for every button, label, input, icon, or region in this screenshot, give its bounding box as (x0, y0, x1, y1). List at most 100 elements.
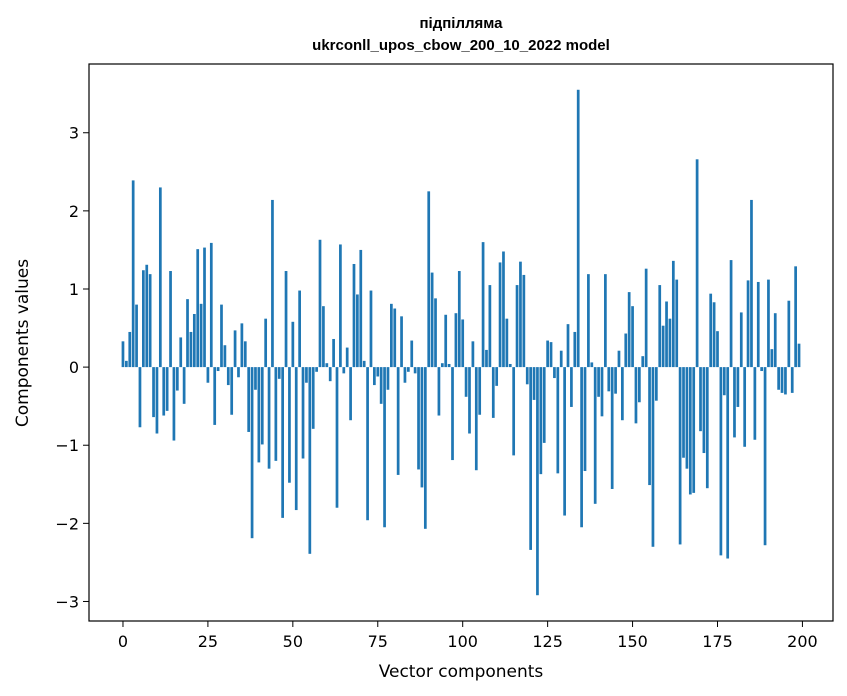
bar-27 (213, 367, 217, 425)
bar-63 (335, 367, 339, 508)
x-tick-label: 175 (702, 632, 733, 651)
bar-34 (237, 367, 240, 378)
bar-130 (563, 367, 566, 516)
x-tick-label: 25 (198, 632, 218, 651)
plot-frame (88, 63, 834, 622)
chart-title: підпілляма (419, 15, 503, 32)
bar-13 (165, 367, 169, 411)
bar-67 (349, 367, 352, 421)
bar-188 (760, 367, 764, 372)
bar-54 (305, 367, 308, 383)
bar-23 (199, 303, 203, 368)
bar-157 (654, 367, 658, 401)
bar-104 (474, 367, 478, 471)
bar-151 (634, 367, 638, 424)
bar-43 (267, 367, 271, 469)
bar-7 (145, 264, 149, 368)
bar-37 (247, 367, 251, 432)
bar-148 (624, 333, 628, 368)
x-tick-label: 0 (118, 632, 128, 651)
bar-71 (362, 360, 366, 368)
bar-9 (152, 367, 155, 418)
bar-95 (444, 314, 448, 368)
bar-176 (719, 367, 723, 556)
bar-68 (352, 263, 356, 368)
bar-143 (607, 367, 611, 392)
bar-86 (413, 367, 417, 374)
bar-82 (400, 316, 403, 368)
bar-181 (736, 367, 740, 407)
y-axis-label: Components values (13, 259, 33, 427)
bar-193 (777, 367, 780, 390)
bar-24 (203, 247, 206, 368)
bar-19 (186, 299, 189, 368)
bar-192 (773, 313, 777, 368)
x-axis-ticks: 0 25 50 75 100 125 150 175 200 (118, 621, 818, 651)
bar-166 (685, 367, 689, 469)
bar-17 (179, 337, 183, 368)
bar-26 (209, 242, 213, 368)
bar-108 (488, 285, 492, 368)
bar-140 (597, 367, 600, 397)
bar-134 (576, 89, 580, 368)
bar-58 (318, 239, 322, 368)
x-tick-label: 100 (447, 632, 478, 651)
bar-138 (590, 362, 594, 368)
bar-164 (678, 367, 682, 545)
x-tick-label: 150 (617, 632, 648, 651)
bar-45 (274, 367, 278, 461)
bar-29 (220, 304, 223, 368)
bar-15 (172, 367, 176, 441)
bar-81 (396, 367, 400, 475)
bar-110 (495, 367, 499, 386)
bar-61 (328, 367, 332, 382)
bar-97 (451, 367, 454, 461)
bar-41 (260, 367, 264, 445)
bar-40 (257, 367, 261, 463)
bar-72 (366, 367, 369, 521)
bar-53 (301, 367, 305, 459)
bar-112 (502, 251, 505, 368)
bar-132 (570, 367, 573, 407)
bar-64 (339, 244, 342, 368)
bar-103 (471, 341, 475, 368)
x-tick-label: 75 (368, 632, 388, 651)
y-tick-label: 3 (69, 124, 79, 143)
bar-74 (373, 367, 376, 386)
bar-150 (631, 306, 634, 368)
bar-119 (525, 367, 529, 385)
bar-85 (410, 340, 414, 368)
bar-57 (315, 367, 318, 372)
bar-55 (308, 367, 312, 554)
bar-107 (485, 349, 488, 368)
bar-146 (617, 350, 621, 368)
bar-2 (128, 331, 132, 368)
bar-3 (131, 180, 135, 368)
bar-22 (196, 249, 200, 368)
bar-10 (155, 367, 159, 434)
y-tick-label: −3 (55, 592, 79, 611)
y-tick-label: −2 (55, 514, 79, 533)
bar-196 (787, 300, 791, 368)
bar-123 (539, 367, 543, 475)
bar-121 (532, 367, 536, 400)
bar-113 (505, 318, 509, 368)
bar-142 (604, 274, 607, 368)
bar-147 (621, 367, 624, 421)
bar-125 (546, 340, 549, 368)
y-tick-label: 0 (69, 358, 79, 377)
bar-5 (138, 367, 142, 428)
bar-32 (230, 367, 234, 415)
bar-168 (692, 367, 696, 493)
bar-83 (403, 367, 407, 383)
x-axis-label: Vector components (379, 662, 544, 682)
bar-163 (675, 279, 679, 368)
bar-30 (223, 345, 227, 368)
bar-191 (770, 349, 774, 368)
bar-133 (573, 331, 577, 368)
bar-180 (733, 367, 736, 438)
bar-135 (580, 367, 583, 528)
bar-187 (756, 281, 760, 368)
bar-184 (746, 280, 750, 368)
